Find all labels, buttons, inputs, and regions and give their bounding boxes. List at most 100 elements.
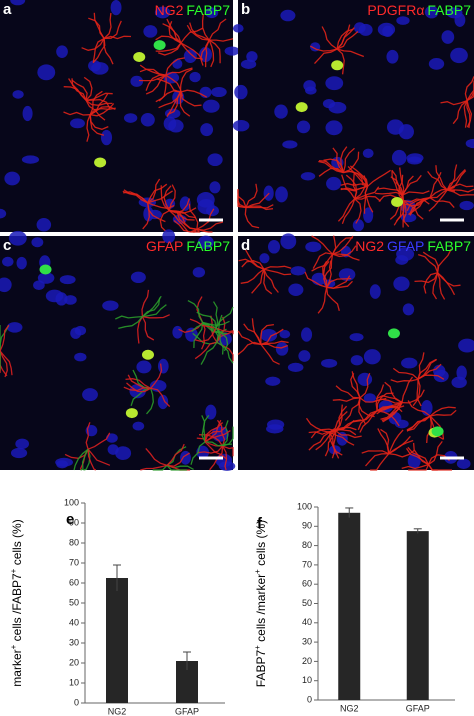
process xyxy=(145,74,167,95)
process xyxy=(140,464,168,471)
process xyxy=(329,411,348,433)
process xyxy=(390,378,419,383)
process xyxy=(354,175,367,200)
process xyxy=(138,74,167,82)
nucleus xyxy=(305,86,317,95)
process xyxy=(376,401,403,415)
process xyxy=(189,22,210,41)
nucleus xyxy=(0,277,12,293)
nucleus xyxy=(164,108,181,119)
process xyxy=(165,74,184,97)
process xyxy=(126,382,152,393)
y-tick-label: 30 xyxy=(302,636,312,646)
process xyxy=(208,18,227,41)
process xyxy=(89,107,116,116)
process xyxy=(141,316,155,341)
process xyxy=(418,253,439,274)
process xyxy=(446,170,467,191)
process xyxy=(406,415,431,431)
process xyxy=(204,419,222,443)
process xyxy=(87,449,97,471)
process xyxy=(86,92,113,101)
process xyxy=(358,397,375,418)
process xyxy=(427,170,448,191)
process xyxy=(63,111,91,116)
bar xyxy=(338,512,361,700)
process xyxy=(365,453,389,467)
process xyxy=(391,170,404,196)
process xyxy=(318,160,344,174)
nucleus xyxy=(363,349,381,365)
process xyxy=(305,417,330,433)
process xyxy=(180,27,204,44)
process xyxy=(263,269,273,295)
nucleus xyxy=(352,219,364,232)
nucleus xyxy=(211,87,227,98)
stain-label: NG2 xyxy=(355,238,384,254)
process xyxy=(216,341,234,364)
y-tick-label: 40 xyxy=(69,617,79,627)
process xyxy=(427,464,438,471)
process xyxy=(83,76,93,101)
process xyxy=(375,384,385,411)
process xyxy=(317,287,328,314)
process xyxy=(341,198,356,225)
nucleus xyxy=(282,140,298,149)
nucleus xyxy=(168,119,184,133)
nucleus xyxy=(280,9,296,22)
process xyxy=(197,445,224,454)
nucleus xyxy=(110,0,122,16)
process xyxy=(196,228,213,233)
process xyxy=(237,330,261,346)
nucleus xyxy=(267,239,281,254)
nucleus xyxy=(36,218,52,232)
process xyxy=(429,415,445,440)
nucleus xyxy=(143,25,158,38)
process xyxy=(329,431,343,456)
nucleus xyxy=(172,58,183,69)
nucleus xyxy=(441,30,455,44)
process xyxy=(71,79,88,101)
panel-letter: d xyxy=(241,237,250,254)
process xyxy=(407,446,430,465)
stain-label: FABP7 xyxy=(427,2,471,18)
process xyxy=(423,272,438,294)
nucleus xyxy=(321,358,338,368)
process xyxy=(165,57,185,76)
nucleus xyxy=(192,267,206,278)
nucleus xyxy=(196,192,215,208)
process xyxy=(222,445,234,457)
nucleus xyxy=(21,155,40,164)
process xyxy=(388,429,404,454)
nucleus xyxy=(275,342,289,356)
process xyxy=(188,203,199,230)
process xyxy=(437,272,456,296)
micrograph-panel: d NG2 GFAP FABP7 xyxy=(237,233,474,471)
process xyxy=(196,311,217,329)
y-tick-label: 80 xyxy=(302,540,312,550)
process xyxy=(407,400,431,417)
process xyxy=(85,99,113,106)
bar xyxy=(176,661,198,703)
nucleus xyxy=(4,171,20,186)
nucleus xyxy=(10,0,26,6)
process xyxy=(308,431,331,451)
y-tick-label: 60 xyxy=(69,577,79,587)
y-axis-label: FABP7+ cells /marker+ cells (%) xyxy=(253,520,269,687)
nucleus xyxy=(56,460,69,469)
nucleus xyxy=(70,118,85,129)
nucleus xyxy=(305,241,322,253)
y-tick-label: 60 xyxy=(302,579,312,589)
process xyxy=(162,23,182,44)
nucleus xyxy=(162,229,176,244)
nucleus xyxy=(130,271,146,283)
process xyxy=(340,185,368,192)
process xyxy=(446,183,474,191)
nucleus xyxy=(288,283,304,296)
bar xyxy=(406,531,429,700)
process xyxy=(363,185,369,214)
process xyxy=(408,464,430,471)
nucleus xyxy=(298,350,311,362)
stain-labels: NG2 FABP7 xyxy=(155,2,231,18)
nucleus xyxy=(172,325,183,339)
